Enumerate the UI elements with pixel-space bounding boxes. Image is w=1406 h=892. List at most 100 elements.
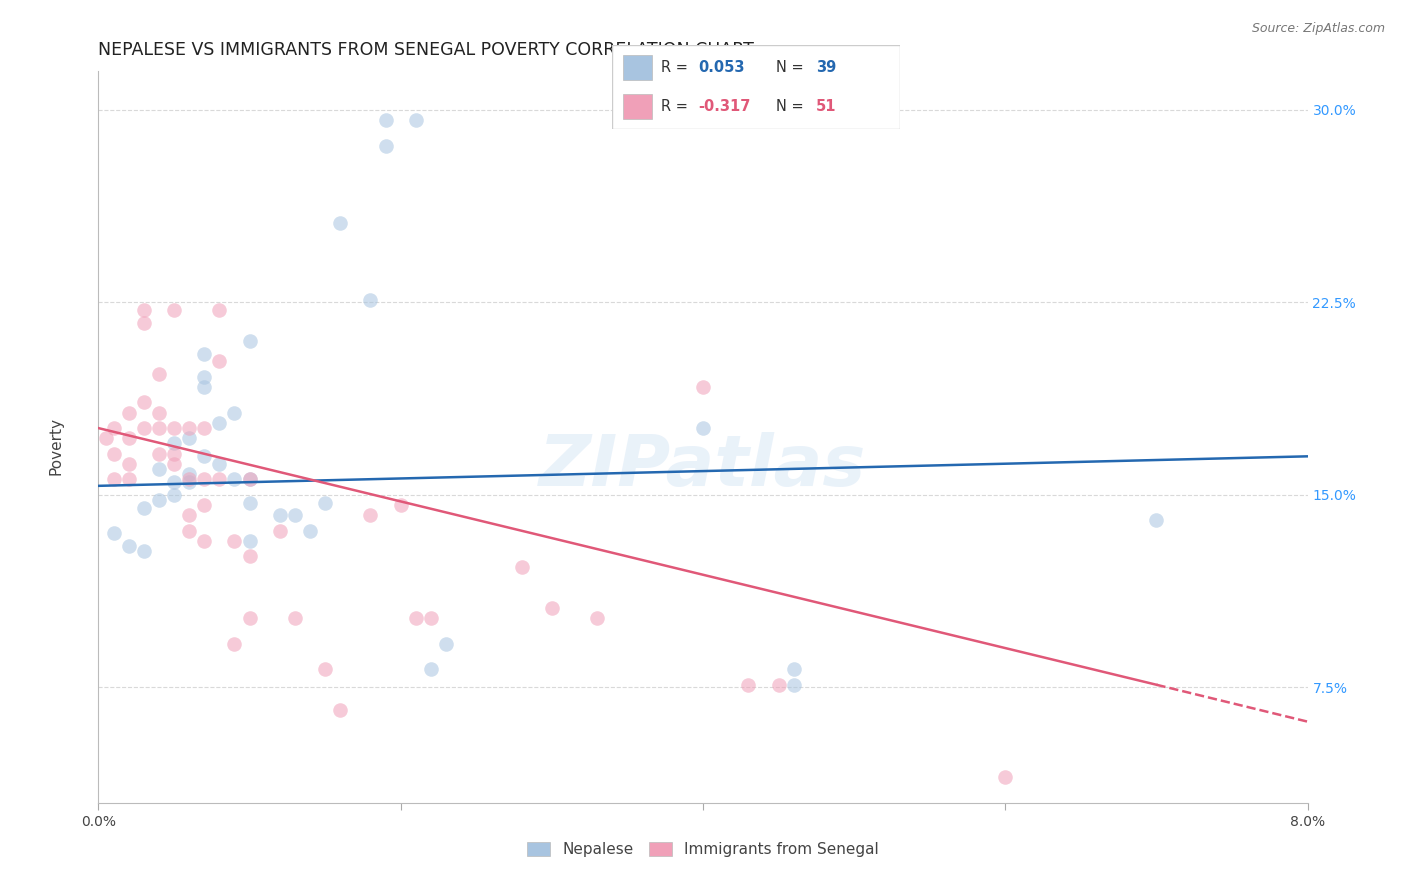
Point xyxy=(148,368,170,382)
Point xyxy=(737,678,759,692)
Point xyxy=(208,354,231,368)
Point xyxy=(510,559,533,574)
Point xyxy=(193,534,215,549)
Bar xyxy=(623,54,652,80)
Point xyxy=(586,611,609,625)
Point xyxy=(193,369,215,384)
Point xyxy=(193,346,215,360)
Point xyxy=(193,498,215,512)
Point xyxy=(692,421,714,435)
Point xyxy=(692,380,714,394)
Point xyxy=(208,416,231,430)
Point xyxy=(179,421,201,435)
Point xyxy=(132,421,155,435)
Point xyxy=(179,524,201,538)
Point xyxy=(783,678,806,692)
Text: R =: R = xyxy=(661,60,692,75)
Point xyxy=(118,472,141,486)
Legend: Nepalese, Immigrants from Senegal: Nepalese, Immigrants from Senegal xyxy=(520,834,886,864)
Point xyxy=(783,662,806,676)
Text: -0.317: -0.317 xyxy=(699,99,751,114)
Point xyxy=(163,475,186,489)
Point xyxy=(132,303,155,318)
Point xyxy=(405,611,427,625)
Point xyxy=(148,421,170,435)
Point xyxy=(284,611,307,625)
Text: 51: 51 xyxy=(817,99,837,114)
Point xyxy=(329,216,352,230)
Point xyxy=(179,475,201,489)
Point xyxy=(314,495,336,509)
Point xyxy=(118,539,141,553)
Text: N =: N = xyxy=(776,99,808,114)
Point xyxy=(148,462,170,476)
Point xyxy=(163,303,186,318)
Point xyxy=(208,303,231,318)
Point xyxy=(239,495,262,509)
Point xyxy=(269,508,291,523)
Point xyxy=(132,395,155,409)
Text: Poverty: Poverty xyxy=(49,417,63,475)
Point xyxy=(360,508,382,523)
Text: Source: ZipAtlas.com: Source: ZipAtlas.com xyxy=(1251,22,1385,36)
Point xyxy=(239,334,262,348)
Point xyxy=(103,472,125,486)
Point xyxy=(193,380,215,394)
Point xyxy=(405,113,427,128)
Point xyxy=(132,316,155,330)
Bar xyxy=(623,94,652,120)
Point xyxy=(299,524,322,538)
Point xyxy=(224,406,246,420)
Point xyxy=(148,447,170,461)
Point xyxy=(193,421,215,435)
Point xyxy=(179,431,201,445)
Point xyxy=(179,508,201,523)
Point xyxy=(269,524,291,538)
Point xyxy=(208,472,231,486)
Text: NEPALESE VS IMMIGRANTS FROM SENEGAL POVERTY CORRELATION CHART: NEPALESE VS IMMIGRANTS FROM SENEGAL POVE… xyxy=(98,41,754,59)
Point xyxy=(239,472,262,486)
Point xyxy=(132,544,155,558)
Point xyxy=(94,431,117,445)
Point xyxy=(103,447,125,461)
Point xyxy=(374,113,396,128)
Point xyxy=(239,611,262,625)
FancyBboxPatch shape xyxy=(612,45,900,129)
Point xyxy=(163,447,186,461)
Point xyxy=(224,637,246,651)
Point xyxy=(994,770,1017,784)
Text: 0.053: 0.053 xyxy=(699,60,745,75)
Point xyxy=(239,472,262,486)
Point xyxy=(163,421,186,435)
Point xyxy=(360,293,382,307)
Point xyxy=(163,436,186,450)
Point xyxy=(132,500,155,515)
Point xyxy=(163,488,186,502)
Text: R =: R = xyxy=(661,99,692,114)
Point xyxy=(193,450,215,464)
Point xyxy=(148,492,170,507)
Text: 39: 39 xyxy=(817,60,837,75)
Point xyxy=(374,138,396,153)
Point xyxy=(103,421,125,435)
Point xyxy=(389,498,412,512)
Point xyxy=(420,662,443,676)
Point xyxy=(314,662,336,676)
Point xyxy=(329,703,352,717)
Point xyxy=(148,406,170,420)
Point xyxy=(163,457,186,471)
Text: N =: N = xyxy=(776,60,808,75)
Point xyxy=(224,472,246,486)
Point xyxy=(434,637,457,651)
Text: ZIPatlas: ZIPatlas xyxy=(540,432,866,500)
Point xyxy=(208,457,231,471)
Point xyxy=(224,534,246,549)
Point xyxy=(239,534,262,549)
Point xyxy=(118,406,141,420)
Point xyxy=(239,549,262,564)
Point xyxy=(103,526,125,541)
Point xyxy=(768,678,790,692)
Point xyxy=(420,611,443,625)
Point xyxy=(118,457,141,471)
Point xyxy=(540,600,562,615)
